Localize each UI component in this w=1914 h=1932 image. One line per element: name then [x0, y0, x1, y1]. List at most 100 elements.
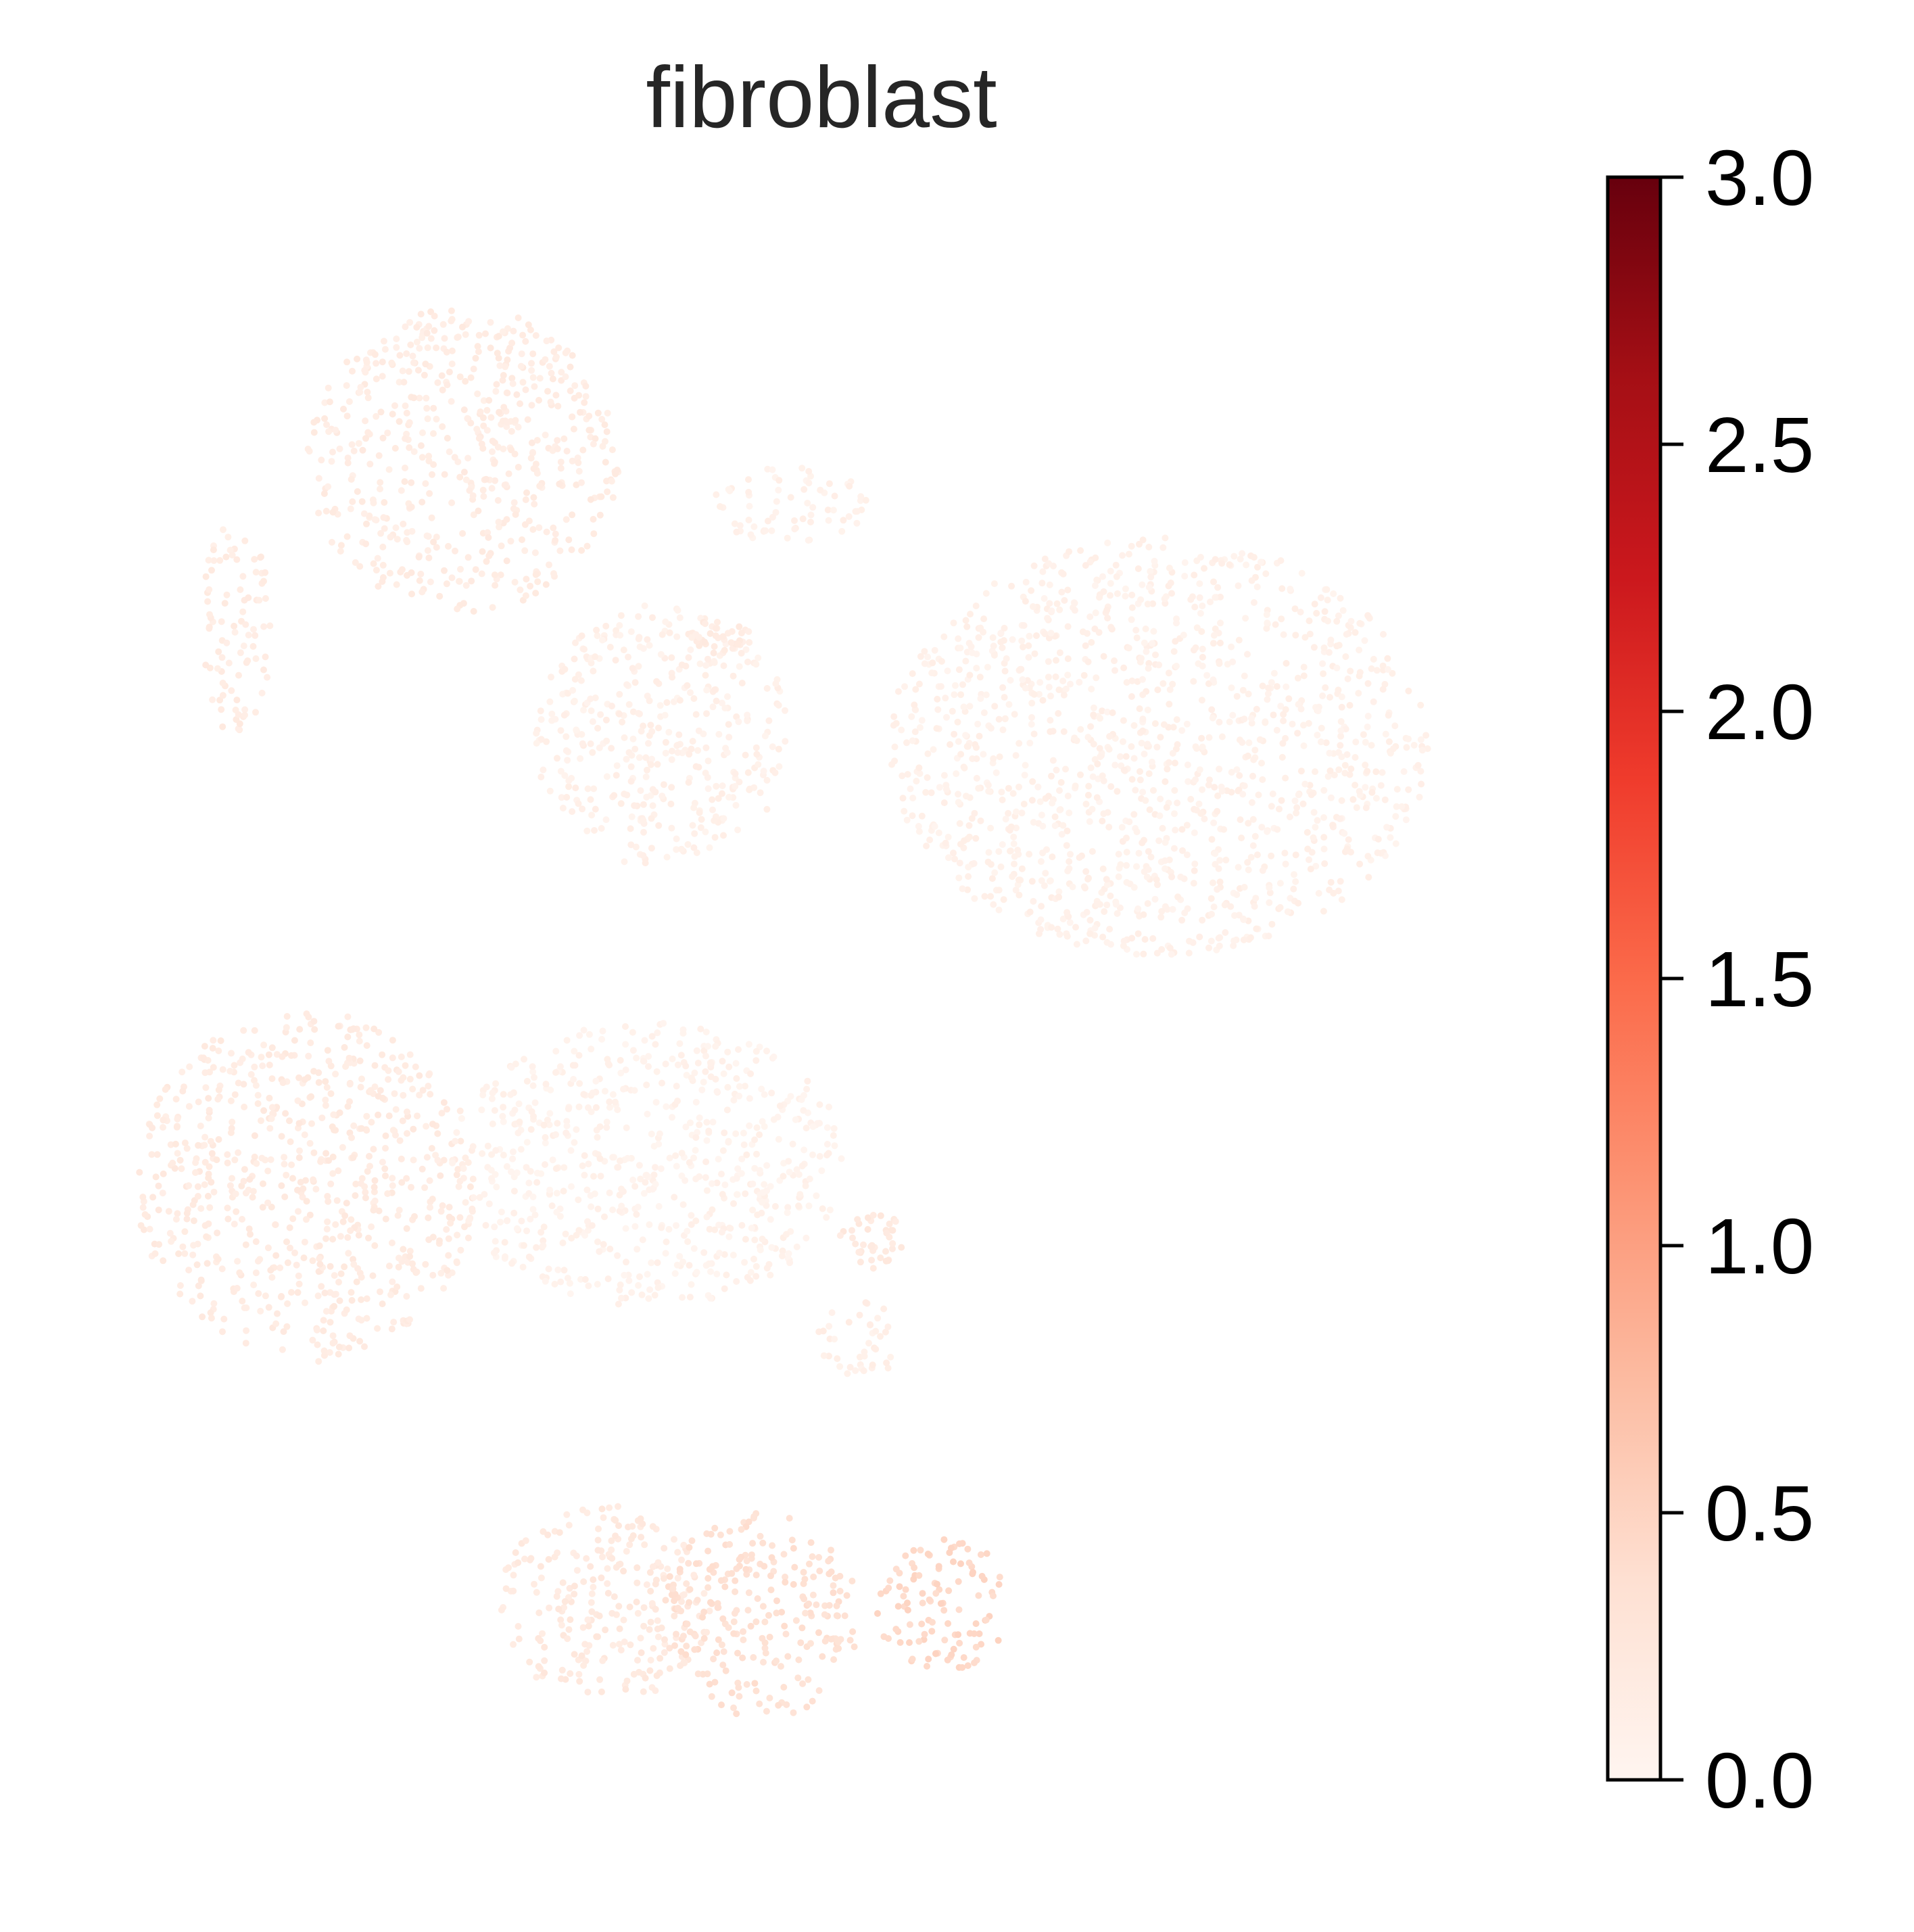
cell-point: [239, 608, 247, 615]
cell-point: [529, 350, 537, 358]
cell-point: [1230, 552, 1238, 560]
cell-point: [955, 738, 962, 745]
cell-point: [604, 1580, 611, 1587]
cell-point: [1122, 585, 1129, 592]
cell-point: [588, 707, 595, 715]
cell-point: [592, 653, 599, 661]
cell-point: [460, 1165, 467, 1172]
cell-point: [569, 457, 576, 465]
cell-point: [427, 335, 435, 342]
cell-point: [702, 662, 710, 669]
cell-point: [1001, 715, 1009, 722]
cell-point: [1128, 935, 1136, 942]
cell-point: [959, 1664, 966, 1671]
cell-point: [761, 1618, 769, 1626]
cell-point: [1191, 571, 1198, 579]
cell-point: [176, 1156, 184, 1164]
cell-point: [857, 1258, 864, 1266]
cell-point: [1263, 625, 1270, 632]
cell-point: [363, 1112, 370, 1120]
cell-point: [302, 1299, 308, 1306]
cell-point: [1192, 776, 1199, 783]
cell-point: [439, 1202, 446, 1209]
cell-point: [684, 1227, 691, 1235]
cell-point: [687, 689, 694, 697]
cell-point: [718, 1171, 725, 1178]
cell-point: [371, 1062, 379, 1069]
cell-point: [507, 538, 515, 545]
cell-point: [1335, 612, 1342, 619]
cell-point: [439, 423, 446, 430]
cell-point: [567, 1290, 574, 1298]
cell-point: [655, 1140, 663, 1148]
cell-point: [1198, 697, 1205, 704]
cell-point: [1046, 878, 1053, 885]
cell-point: [264, 1199, 272, 1206]
cell-point: [295, 1120, 303, 1127]
cell-point: [252, 1082, 260, 1089]
cell-point: [588, 1590, 596, 1597]
cell-point: [195, 1282, 202, 1290]
cell-point: [648, 1600, 656, 1607]
cell-point: [530, 465, 537, 472]
cell-point: [750, 523, 758, 530]
cell-point: [552, 1131, 559, 1138]
cell-point: [793, 1243, 800, 1250]
cell-point: [533, 469, 541, 477]
cell-point: [1019, 676, 1026, 683]
cell-point: [508, 1260, 516, 1267]
cell-point: [563, 448, 571, 455]
cell-point: [824, 506, 832, 514]
cell-point: [830, 1132, 837, 1139]
cell-point: [965, 833, 973, 841]
cell-point: [768, 1554, 775, 1561]
cell-point: [356, 1037, 363, 1045]
cell-point: [479, 445, 487, 452]
cell-point: [809, 1553, 816, 1560]
cell-point: [237, 1059, 244, 1066]
cell-point: [176, 1282, 184, 1289]
cell-point: [515, 1623, 522, 1630]
cell-point: [1199, 662, 1206, 669]
cell-point: [571, 382, 579, 390]
cell-point: [662, 1597, 669, 1604]
cell-point: [322, 1102, 329, 1109]
cell-point: [306, 1211, 314, 1219]
cell-point: [1045, 684, 1053, 691]
cell-point: [767, 1271, 774, 1279]
cell-point: [1147, 573, 1155, 581]
cell-point: [768, 1244, 775, 1251]
cell-point: [521, 547, 529, 555]
cell-point: [480, 422, 487, 429]
cell-point: [1038, 877, 1045, 885]
cell-point: [472, 354, 479, 362]
cell-point: [1249, 842, 1257, 849]
cell-point: [604, 1565, 611, 1572]
cell-point: [602, 438, 608, 445]
cell-point: [1264, 828, 1271, 835]
cell-point: [580, 707, 587, 714]
cell-point: [685, 779, 692, 786]
cell-point: [528, 367, 535, 374]
cell-point: [1196, 580, 1203, 588]
cell-point: [564, 757, 571, 764]
cell-point: [265, 1051, 272, 1058]
cell-point: [671, 1642, 678, 1649]
cell-point: [1372, 768, 1380, 776]
cell-point: [896, 1583, 903, 1591]
cell-point: [462, 1199, 469, 1206]
cell-point: [1179, 847, 1186, 854]
cell-point: [704, 1043, 711, 1050]
cell-point: [174, 1210, 181, 1217]
cell-point: [795, 1171, 803, 1178]
cell-point: [569, 808, 576, 816]
cell-point: [990, 755, 997, 762]
cell-point: [1259, 867, 1266, 874]
cell-point: [1207, 598, 1214, 606]
cell-point: [956, 859, 963, 867]
cell-point: [620, 1616, 627, 1624]
cell-point: [335, 1343, 343, 1350]
cell-point: [362, 435, 369, 442]
cell-point: [696, 809, 703, 816]
cell-point: [321, 399, 329, 406]
